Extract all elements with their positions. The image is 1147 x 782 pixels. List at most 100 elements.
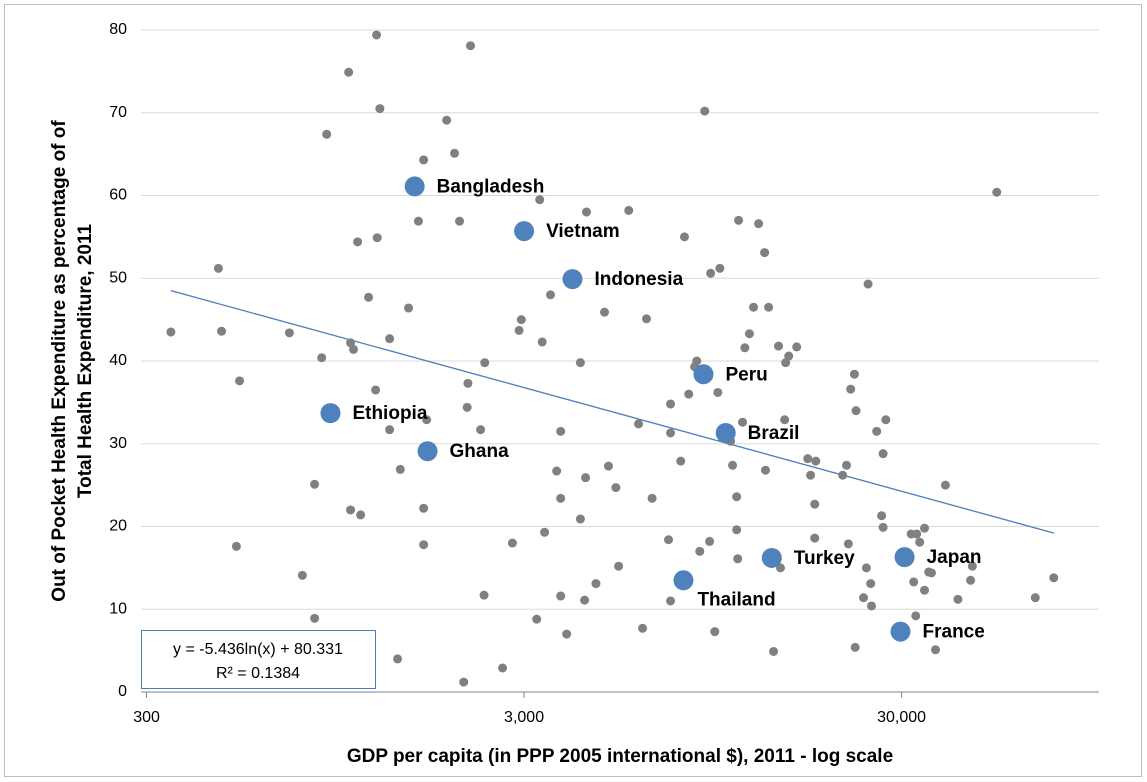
point (582, 207, 592, 217)
point (866, 579, 876, 589)
point (851, 406, 861, 416)
point (422, 415, 432, 425)
y-tick-label: 80 (109, 21, 127, 38)
point-label: Ethiopia (352, 403, 427, 424)
point (877, 511, 887, 521)
point-label: Ghana (450, 441, 510, 462)
point-label: Peru (725, 364, 767, 385)
x-tick-label: 30,000 (877, 709, 926, 726)
point (575, 514, 585, 524)
point (459, 677, 469, 687)
y-tick-label: 10 (109, 600, 127, 617)
point (967, 561, 977, 571)
point (774, 341, 784, 351)
highlight-point (761, 547, 782, 568)
point (920, 585, 930, 595)
point (806, 470, 816, 480)
point (575, 358, 585, 368)
point (353, 237, 363, 247)
point (476, 425, 486, 435)
point-label: Vietnam (546, 221, 620, 242)
equation-box (141, 630, 376, 689)
point (556, 591, 566, 601)
point (393, 654, 403, 664)
point (692, 356, 702, 366)
y-tick-label: 30 (109, 435, 127, 452)
point (235, 376, 245, 386)
point (966, 575, 976, 585)
trendline (170, 290, 1055, 534)
point (634, 419, 644, 429)
point (546, 290, 556, 300)
point-label: Japan (927, 547, 982, 568)
point (784, 351, 794, 361)
point (760, 248, 770, 258)
point (514, 325, 524, 335)
point (507, 538, 517, 548)
point (850, 642, 860, 652)
point (322, 129, 332, 139)
point (310, 613, 320, 623)
point (231, 541, 241, 551)
y-tick-label: 20 (109, 518, 127, 535)
point (666, 399, 676, 409)
point (872, 426, 882, 436)
point (754, 219, 764, 229)
point (356, 510, 366, 520)
point (915, 537, 925, 547)
point (695, 546, 705, 556)
x-tick-label: 300 (133, 709, 160, 726)
highlight-point (890, 621, 911, 642)
highlight-point (417, 441, 438, 462)
point (909, 577, 919, 587)
point (364, 292, 374, 302)
point (349, 344, 359, 354)
point-label: France (923, 622, 985, 643)
point (867, 601, 877, 611)
equation: y = -5.436ln(x) + 80.331 (173, 641, 343, 658)
point (705, 536, 715, 546)
point (926, 568, 936, 578)
point (912, 529, 922, 539)
point (580, 595, 590, 605)
point (838, 470, 848, 480)
y-tick-label: 70 (109, 104, 127, 121)
point (911, 611, 921, 621)
point (749, 302, 759, 312)
point (535, 195, 545, 205)
point (647, 493, 657, 503)
point (940, 480, 950, 490)
point (732, 492, 742, 502)
point (1030, 593, 1040, 603)
point (562, 629, 572, 639)
point (413, 216, 423, 226)
point (811, 456, 821, 466)
highlight-point (562, 269, 583, 290)
point (666, 428, 676, 438)
highlight-point (715, 422, 736, 443)
point (344, 67, 354, 77)
highlight-point (514, 221, 535, 242)
point (734, 215, 744, 225)
point (676, 456, 686, 466)
point (284, 328, 294, 338)
highlight-point (693, 364, 714, 385)
point (931, 645, 941, 655)
point (859, 593, 869, 603)
point (611, 483, 621, 493)
point (664, 535, 674, 545)
point (738, 417, 748, 427)
point (614, 561, 624, 571)
highlight-point (673, 570, 694, 591)
point (920, 523, 930, 533)
point (556, 493, 566, 503)
point (803, 454, 813, 464)
point-label: Turkey (794, 548, 855, 569)
point (466, 41, 476, 51)
point (498, 663, 508, 673)
point (385, 334, 395, 344)
point (419, 540, 429, 550)
point (375, 104, 385, 114)
highlight-point (404, 176, 425, 197)
point (532, 614, 542, 624)
